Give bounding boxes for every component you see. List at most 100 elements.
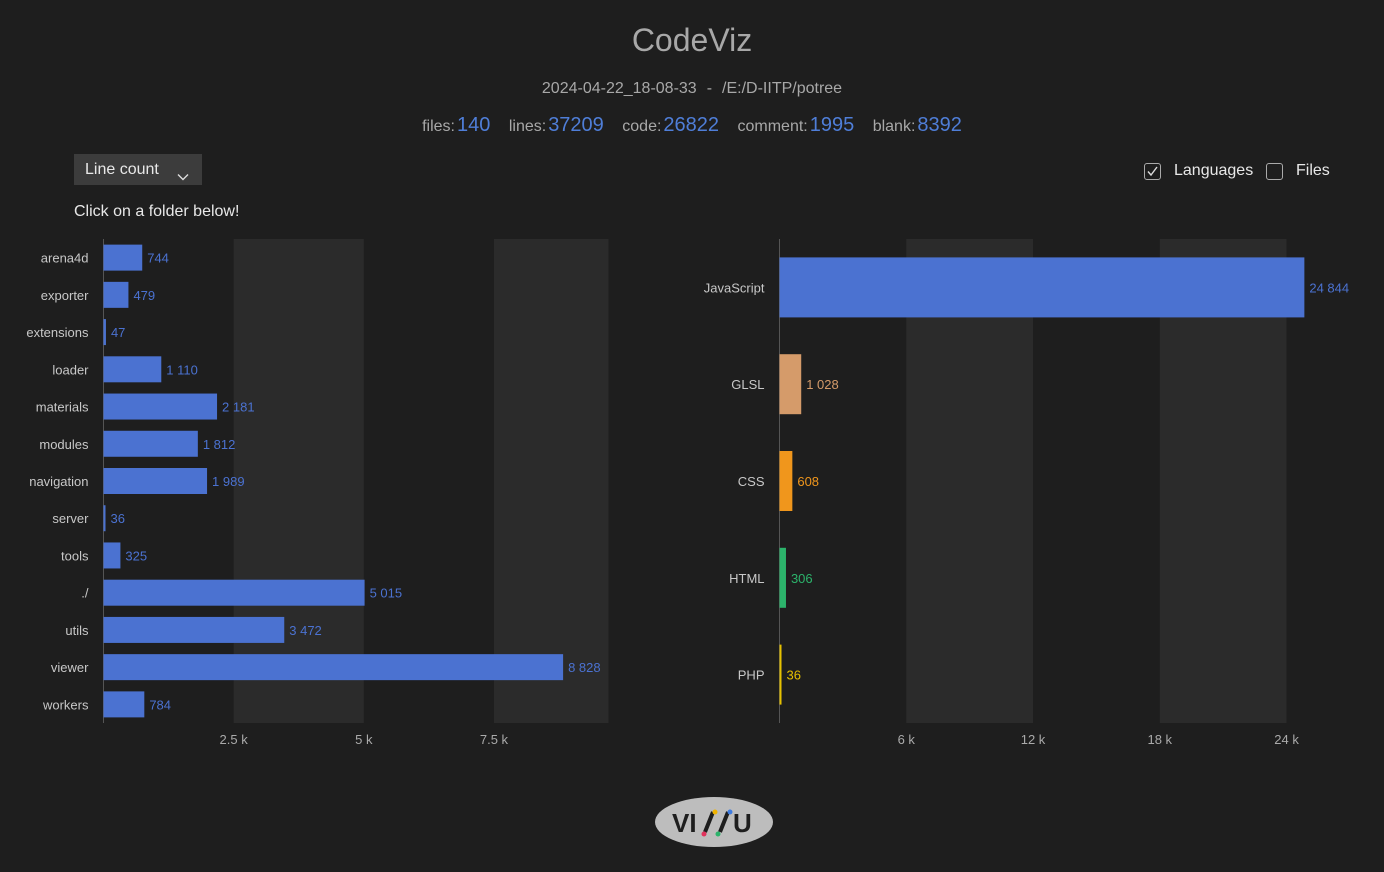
- stat-label: blank:: [872, 118, 916, 135]
- metric-dropdown-label: Line count: [85, 161, 159, 178]
- stat-code: code: 26822: [622, 114, 719, 136]
- stat-value: 8392: [917, 114, 962, 136]
- value-label: 47: [111, 325, 125, 340]
- x-tick-label: 7.5 k: [480, 732, 509, 747]
- category-label: HTML: [729, 571, 764, 586]
- value-label: 325: [125, 548, 147, 563]
- bar: [103, 616, 285, 643]
- bar: [779, 451, 793, 511]
- category-label: CSS: [738, 474, 765, 489]
- stat-value: 1995: [809, 114, 855, 136]
- value-label: 3 472: [289, 623, 322, 638]
- value-label: 608: [797, 474, 819, 489]
- stat-value: 37209: [548, 114, 604, 136]
- value-label: 2 181: [222, 400, 255, 415]
- x-tick-label: 18 k: [1147, 732, 1172, 747]
- grid-band: [1159, 239, 1287, 723]
- timestamp: 2024-04-22_18-08-33: [541, 80, 697, 97]
- logo-text-left: VI: [672, 808, 697, 838]
- category-label: arena4d: [41, 251, 89, 266]
- category-label: tools: [61, 548, 89, 563]
- category-label: loader: [52, 362, 89, 377]
- bar: [103, 393, 218, 420]
- category-label: ./: [81, 586, 89, 601]
- stat-blank: blank: 8392: [872, 114, 962, 136]
- category-label: materials: [36, 400, 89, 415]
- value-label: 1 110: [166, 362, 198, 377]
- stat-files: files: 140: [422, 114, 490, 136]
- bar: [103, 579, 365, 606]
- value-label: 36: [787, 668, 801, 683]
- languages-checkbox[interactable]: Languages: [1144, 160, 1253, 182]
- logo-text-right: U: [733, 808, 752, 838]
- bar: [103, 281, 129, 308]
- value-label: 1 812: [203, 437, 236, 452]
- value-label: 1 989: [212, 474, 245, 489]
- grid-band: [233, 239, 364, 723]
- bar: [779, 354, 802, 415]
- project-info: 2024-04-22_18-08-33-/E:/D-IITP/potree: [0, 80, 1384, 98]
- project-path: /E:/D-IITP/potree: [722, 80, 843, 97]
- bar: [103, 691, 145, 718]
- category-label: PHP: [738, 668, 765, 683]
- category-label: extensions: [26, 325, 89, 340]
- stat-lines: lines: 37209: [508, 114, 604, 136]
- folder-chart: 2.5 k 5 k 7.5 k arena4d 744 exporter 479 extens…: [26, 239, 609, 747]
- vizzu-logo: VI U: [655, 797, 773, 847]
- value-label: 36: [111, 511, 125, 526]
- metric-dropdown[interactable]: Line count: [74, 154, 202, 185]
- languages-label: Languages: [1174, 162, 1254, 179]
- stat-value: 26822: [663, 114, 720, 136]
- value-label: 744: [147, 251, 169, 266]
- bar: [103, 542, 121, 569]
- page-title: CodeViz: [631, 22, 753, 58]
- bar: [103, 654, 564, 681]
- category-label: JavaScript: [704, 280, 765, 295]
- value-label: 306: [791, 571, 813, 586]
- checkbox-unchecked-icon: [1266, 162, 1283, 180]
- x-tick-label: 24 k: [1274, 732, 1299, 747]
- bar: [103, 430, 198, 457]
- language-chart: 6 k 12 k 18 k 24 k JavaScript 24 844 GLSL 1 028…: [704, 239, 1349, 747]
- value-label: 784: [149, 697, 171, 712]
- category-label: modules: [39, 437, 89, 452]
- stats-bar: files: 140 lines: 37209 code: 26822 comment…: [0, 114, 1384, 137]
- x-tick-label: 6 k: [898, 732, 916, 747]
- stat-label: comment:: [737, 118, 808, 135]
- bar: [103, 319, 106, 346]
- bar: [103, 244, 143, 271]
- category-label: server: [52, 511, 89, 526]
- stat-comment: comment: 1995: [737, 114, 854, 136]
- x-tick-label: 2.5 k: [220, 732, 249, 747]
- files-checkbox[interactable]: Files: [1266, 160, 1330, 182]
- stat-label: files:: [422, 118, 455, 135]
- category-label: navigation: [29, 474, 88, 489]
- category-label: exporter: [41, 288, 89, 303]
- checkbox-checked-icon: [1144, 162, 1161, 180]
- stat-label: code:: [622, 118, 662, 135]
- category-label: workers: [42, 697, 89, 712]
- bar: [779, 644, 782, 705]
- bar: [103, 505, 106, 532]
- category-label: viewer: [51, 660, 89, 675]
- separator: -: [706, 80, 713, 97]
- value-label: 1 028: [806, 377, 839, 392]
- bar: [103, 356, 162, 383]
- bar: [779, 257, 1305, 318]
- grid-band: [493, 239, 609, 723]
- folder-hint: Click on a folder below!: [74, 203, 240, 220]
- bar: [779, 547, 786, 608]
- chevron-down-icon: [177, 163, 189, 194]
- bar: [103, 468, 208, 494]
- x-tick-label: 5 k: [355, 732, 373, 747]
- value-label: 479: [133, 288, 155, 303]
- stat-label: lines:: [508, 118, 547, 135]
- value-label: 8 828: [568, 660, 601, 675]
- files-label: Files: [1296, 162, 1330, 179]
- x-tick-label: 12 k: [1021, 732, 1046, 747]
- value-label: 24 844: [1309, 280, 1349, 295]
- value-label: 5 015: [370, 586, 403, 601]
- stat-value: 140: [457, 114, 491, 136]
- grid-band: [906, 239, 1034, 723]
- category-label: utils: [65, 623, 89, 638]
